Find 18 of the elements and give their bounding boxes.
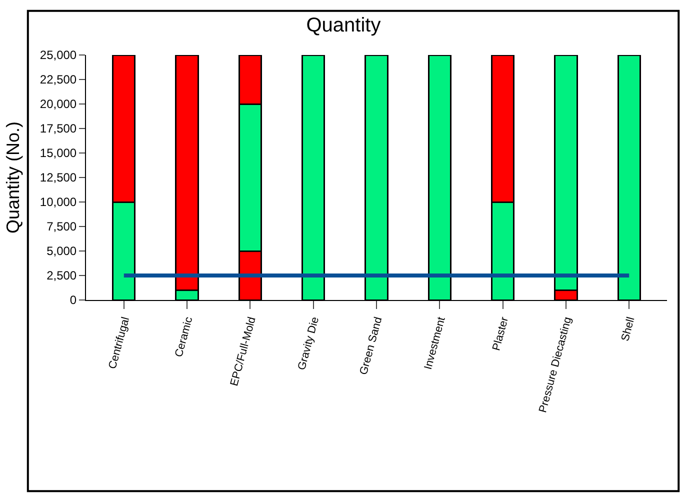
y-tick-label: 7,500: [46, 220, 77, 234]
y-tick-label: 17,500: [40, 122, 77, 136]
y-tick-label: 20,000: [40, 97, 77, 112]
y-tick-label: 0: [70, 293, 77, 308]
x-tick-label: Green Sand: [358, 316, 385, 376]
y-tick-label: 12,500: [40, 170, 77, 185]
y-tick-label: 2,500: [46, 268, 77, 283]
x-tick-label: Plaster: [490, 315, 512, 352]
x-tick-label: Gravity Die: [296, 316, 322, 372]
x-tick-label: Ceramic: [173, 315, 196, 358]
y-tick-label: 25,000: [40, 48, 77, 62]
y-tick-label: 5,000: [46, 244, 77, 258]
y-axis-title: Quantity (No.): [3, 121, 24, 234]
y-tick-label: 15,000: [40, 146, 77, 160]
y-tick-label: 22,500: [40, 72, 77, 87]
x-tick-label: Shell: [619, 316, 638, 343]
chart-title: Quantity: [306, 14, 381, 36]
y-tick-label: 10,000: [40, 195, 77, 210]
